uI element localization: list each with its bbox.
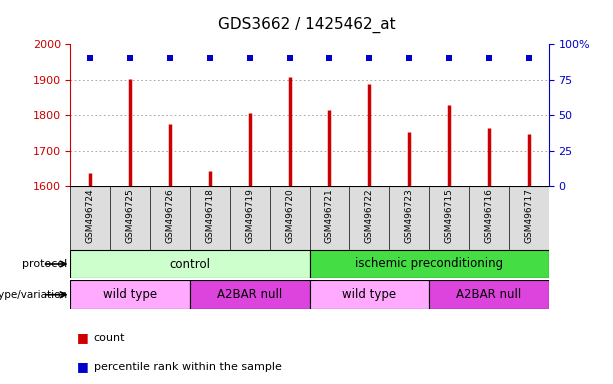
Text: genotype/variation: genotype/variation xyxy=(0,290,67,300)
Text: percentile rank within the sample: percentile rank within the sample xyxy=(94,362,281,372)
Text: GDS3662 / 1425462_at: GDS3662 / 1425462_at xyxy=(218,17,395,33)
Text: GSM496722: GSM496722 xyxy=(365,188,374,243)
Text: protocol: protocol xyxy=(22,259,67,269)
Bar xyxy=(429,280,549,309)
Text: wild type: wild type xyxy=(103,288,158,301)
Text: count: count xyxy=(94,333,125,343)
Text: ■: ■ xyxy=(77,360,88,373)
Text: GSM496726: GSM496726 xyxy=(166,188,175,243)
Text: GSM496724: GSM496724 xyxy=(86,188,95,243)
Text: A2BAR null: A2BAR null xyxy=(217,288,283,301)
Bar xyxy=(70,280,190,309)
Text: A2BAR null: A2BAR null xyxy=(456,288,522,301)
Bar xyxy=(70,250,310,278)
Text: GSM496716: GSM496716 xyxy=(484,188,493,243)
Text: GSM496723: GSM496723 xyxy=(405,188,414,243)
Text: GSM496721: GSM496721 xyxy=(325,188,334,243)
Text: ■: ■ xyxy=(77,331,88,344)
Text: GSM496717: GSM496717 xyxy=(524,188,533,243)
Text: ischemic preconditioning: ischemic preconditioning xyxy=(355,258,503,270)
Text: GSM496715: GSM496715 xyxy=(444,188,454,243)
Text: wild type: wild type xyxy=(342,288,397,301)
Bar xyxy=(310,280,429,309)
Text: GSM496725: GSM496725 xyxy=(126,188,135,243)
Bar xyxy=(310,250,549,278)
Text: GSM496720: GSM496720 xyxy=(285,188,294,243)
Bar xyxy=(190,280,310,309)
Text: control: control xyxy=(170,258,210,270)
Text: GSM496718: GSM496718 xyxy=(205,188,215,243)
Text: GSM496719: GSM496719 xyxy=(245,188,254,243)
